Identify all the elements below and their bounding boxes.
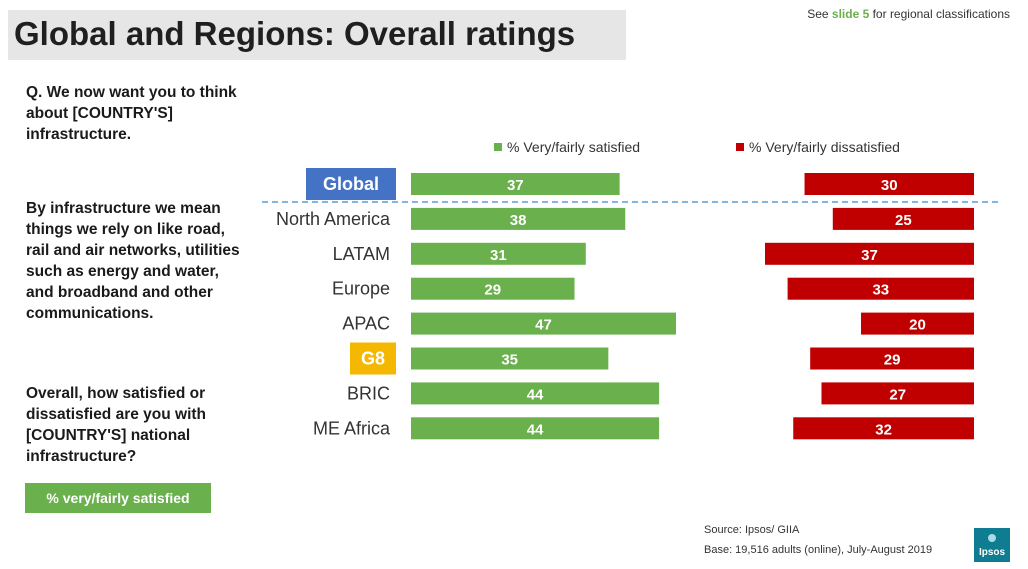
category-label-apac: APAC bbox=[342, 314, 390, 334]
satisfied-bar-bric bbox=[411, 382, 660, 405]
satisfied-value-europe: 29 bbox=[484, 282, 501, 299]
logo-dot bbox=[988, 534, 996, 542]
logo-text: Ipsos bbox=[978, 547, 1006, 558]
infrastructure-definition: By infrastructure we mean things we rely… bbox=[26, 200, 240, 322]
satisfied-bar-apac bbox=[411, 312, 676, 335]
satisfied-value-g8: 35 bbox=[501, 352, 518, 369]
satisfied-value-global: 37 bbox=[507, 177, 524, 194]
question-text: Q. We now want you to think about [COUNT… bbox=[26, 84, 237, 143]
satisfied-bar-latam bbox=[411, 242, 586, 265]
page-title: Global and Regions: Overall ratings bbox=[14, 15, 576, 52]
legend-dissatisfied-swatch bbox=[736, 143, 744, 151]
dissatisfied-value-bric: 27 bbox=[889, 386, 906, 403]
satisfied-bar-g8 bbox=[411, 347, 609, 370]
category-badge-global bbox=[306, 168, 396, 200]
category-label-north-america: North America bbox=[276, 209, 391, 229]
satisfied-bar-me-africa bbox=[411, 417, 660, 440]
base-note: Base: 19,516 adults (online), July-Augus… bbox=[704, 544, 933, 556]
satisfaction-question: Overall, how satisfied or dissatisfied a… bbox=[26, 385, 207, 465]
legend-satisfied-label: % Very/fairly satisfied bbox=[507, 139, 641, 155]
slide-note-suffix: for regional classifications bbox=[869, 7, 1010, 21]
satisfied-bar-north-america bbox=[411, 207, 626, 230]
legend-satisfied-swatch bbox=[494, 143, 502, 151]
dissatisfied-value-latam: 37 bbox=[861, 247, 878, 264]
dissatisfied-value-apac: 20 bbox=[909, 317, 926, 334]
dissatisfied-bar-me-africa bbox=[793, 417, 974, 440]
dissatisfied-bar-apac bbox=[861, 312, 974, 335]
category-label-g8: G8 bbox=[361, 349, 385, 369]
category-badge-g8 bbox=[350, 342, 396, 375]
category-label-europe: Europe bbox=[332, 279, 390, 299]
dissatisfied-value-europe: 33 bbox=[872, 282, 889, 299]
dissatisfied-bar-europe bbox=[787, 277, 974, 300]
category-label-bric: BRIC bbox=[347, 383, 390, 403]
source-note: Source: Ipsos/ GIIA bbox=[704, 524, 800, 536]
dissatisfied-bar-bric bbox=[821, 382, 974, 405]
dissatisfied-value-me-africa: 32 bbox=[875, 421, 892, 438]
satisfied-bar-global bbox=[411, 173, 620, 195]
dissatisfied-bar-latam bbox=[765, 242, 974, 265]
legend-dissatisfied-label: % Very/fairly dissatisfied bbox=[749, 139, 900, 155]
dissatisfied-value-global: 30 bbox=[881, 177, 898, 194]
satisfied-bar-europe bbox=[411, 277, 575, 300]
legend-dissatisfied: % Very/fairly dissatisfied bbox=[736, 139, 900, 155]
satisfied-value-latam: 31 bbox=[490, 247, 507, 264]
satisfied-value-apac: 47 bbox=[535, 317, 552, 334]
ipsos-logo: Ipsos bbox=[974, 528, 1010, 562]
dissatisfied-value-g8: 29 bbox=[884, 352, 901, 369]
title-background bbox=[8, 10, 626, 60]
dissatisfied-bar-global bbox=[804, 173, 974, 195]
dissatisfied-bar-g8 bbox=[810, 347, 974, 370]
satisfied-filter-button[interactable]: % very/fairly satisfied bbox=[25, 483, 211, 513]
satisfied-value-bric: 44 bbox=[527, 386, 544, 403]
satisfied-value-north-america: 38 bbox=[510, 212, 527, 229]
legend-satisfied: % Very/fairly satisfied bbox=[494, 139, 640, 155]
satisfied-value-me-africa: 44 bbox=[527, 421, 544, 438]
slide-link[interactable]: slide 5 bbox=[831, 7, 870, 21]
category-label-me-africa: ME Africa bbox=[313, 418, 391, 438]
dissatisfied-value-north-america: 25 bbox=[895, 212, 912, 229]
dissatisfied-bar-north-america bbox=[832, 207, 974, 230]
slide-note-prefix: See bbox=[807, 7, 832, 21]
category-label-global: Global bbox=[323, 174, 379, 194]
slide-note: See slide 5 for regional classifications bbox=[807, 7, 1010, 21]
category-label-latam: LATAM bbox=[333, 244, 390, 264]
